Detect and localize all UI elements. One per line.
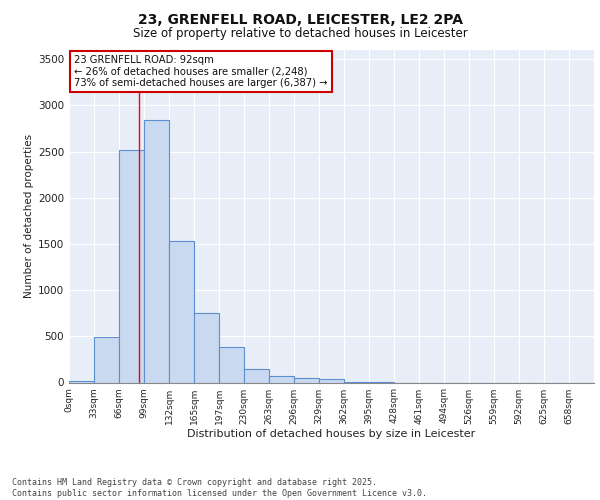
Bar — [244, 368, 269, 382]
Bar — [69, 381, 94, 382]
Text: Size of property relative to detached houses in Leicester: Size of property relative to detached ho… — [133, 28, 467, 40]
Bar — [319, 379, 344, 382]
Text: Contains HM Land Registry data © Crown copyright and database right 2025.
Contai: Contains HM Land Registry data © Crown c… — [12, 478, 427, 498]
Bar — [119, 150, 144, 382]
X-axis label: Distribution of detached houses by size in Leicester: Distribution of detached houses by size … — [187, 430, 476, 440]
Bar — [269, 376, 294, 382]
Text: 23 GRENFELL ROAD: 92sqm
← 26% of detached houses are smaller (2,248)
73% of semi: 23 GRENFELL ROAD: 92sqm ← 26% of detache… — [74, 55, 328, 88]
Bar — [294, 378, 319, 382]
Text: 23, GRENFELL ROAD, LEICESTER, LE2 2PA: 23, GRENFELL ROAD, LEICESTER, LE2 2PA — [137, 12, 463, 26]
Bar — [169, 241, 194, 382]
Bar — [144, 120, 169, 382]
Bar — [94, 337, 119, 382]
Bar — [194, 313, 219, 382]
Bar — [219, 348, 244, 382]
Y-axis label: Number of detached properties: Number of detached properties — [24, 134, 34, 298]
